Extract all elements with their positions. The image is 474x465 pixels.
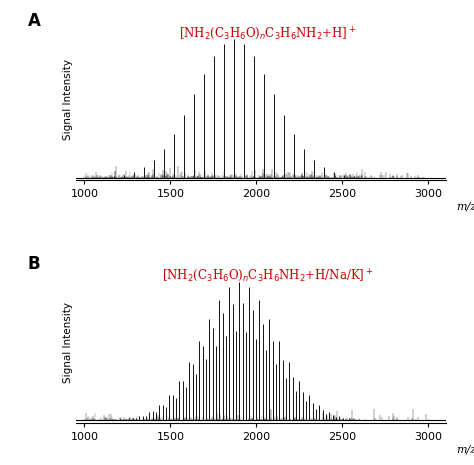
Text: m/z: m/z [456,444,474,454]
Text: [NH$_2$(C$_3$H$_6$O)$_n$C$_3$H$_6$NH$_2$+H/Na/K]$^+$: [NH$_2$(C$_3$H$_6$O)$_n$C$_3$H$_6$NH$_2$… [163,268,374,284]
Y-axis label: Signal Intensity: Signal Intensity [63,302,73,383]
Text: m/z: m/z [456,201,474,212]
Text: [NH$_2$(C$_3$H$_6$O)$_n$C$_3$H$_6$NH$_2$+H]$^+$: [NH$_2$(C$_3$H$_6$O)$_n$C$_3$H$_6$NH$_2$… [180,25,357,41]
Text: A: A [28,12,41,30]
Y-axis label: Signal Intensity: Signal Intensity [63,59,73,140]
Text: B: B [28,255,40,273]
